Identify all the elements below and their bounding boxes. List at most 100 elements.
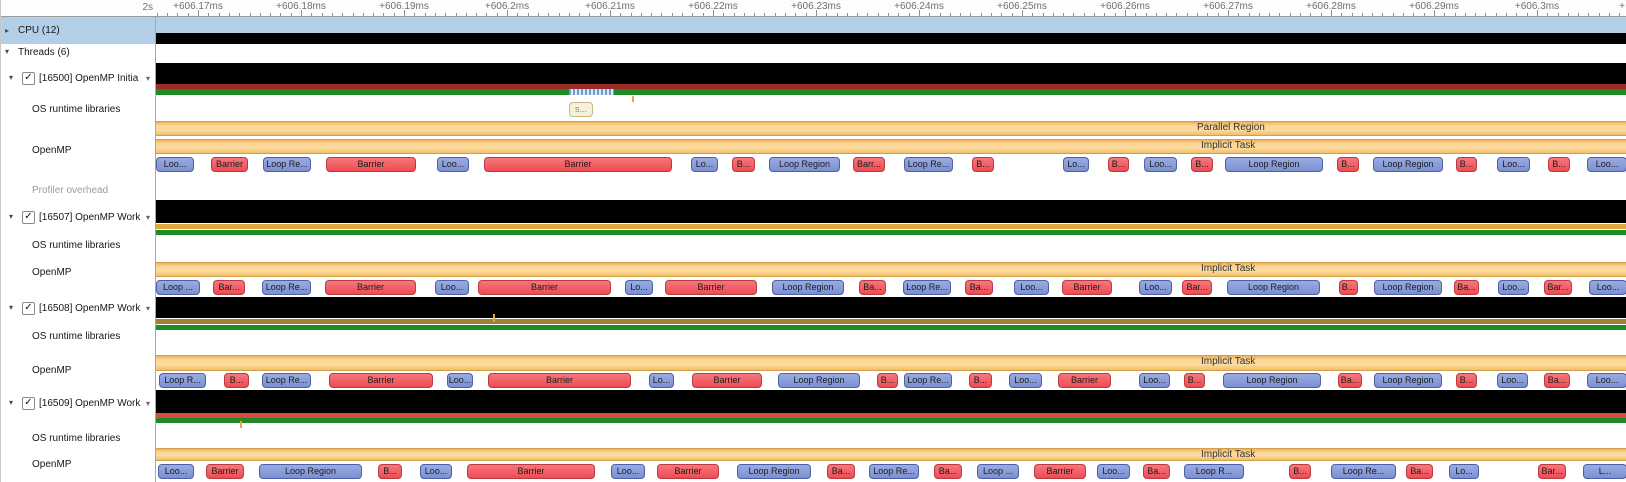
sidebar-row-profiler-overhead[interactable]: Profiler overhead bbox=[1, 182, 155, 198]
barrier-chip[interactable]: Barrier bbox=[211, 157, 248, 172]
barrier-chip[interactable]: Barrier bbox=[326, 157, 416, 172]
loop-region-chip[interactable]: Loo... bbox=[156, 157, 194, 172]
loop-region-chip[interactable]: L... bbox=[1583, 464, 1626, 479]
barrier-chip[interactable]: Ba... bbox=[1544, 373, 1570, 388]
barrier-chip[interactable]: Barrier bbox=[488, 373, 631, 388]
visibility-checkbox[interactable]: ✓ bbox=[22, 301, 35, 315]
loop-region-chip[interactable]: Loop Re... bbox=[262, 280, 311, 295]
visibility-checkbox[interactable]: ✓ bbox=[22, 71, 35, 85]
task-band[interactable] bbox=[156, 355, 1626, 371]
barrier-chip[interactable]: Bar... bbox=[213, 280, 245, 295]
expander-down-icon[interactable]: ▾ bbox=[9, 303, 14, 312]
loop-region-chip[interactable]: Loo... bbox=[1587, 373, 1626, 388]
loop-region-chip[interactable]: Loo... bbox=[1587, 157, 1626, 172]
loop-region-chip[interactable]: Loo... bbox=[1497, 373, 1528, 388]
expander-down-icon[interactable]: ▾ bbox=[9, 212, 14, 221]
barrier-chip[interactable]: Ba... bbox=[1454, 280, 1479, 295]
expander-down-icon[interactable]: ▾ bbox=[9, 398, 14, 407]
loop-region-chip[interactable]: Loop ... bbox=[977, 464, 1019, 479]
sidebar-row-16509-openmp-work[interactable]: ▾ ✓ [16509] OpenMP Work ▾ bbox=[1, 395, 155, 411]
loop-region-chip[interactable]: Lo... bbox=[649, 373, 674, 388]
loop-region-chip[interactable]: Loo... bbox=[1097, 464, 1130, 479]
barrier-chip[interactable]: B... bbox=[1337, 157, 1359, 172]
barrier-chip[interactable]: B... bbox=[1548, 157, 1570, 172]
chevron-down-icon[interactable]: ▾ bbox=[145, 303, 150, 313]
loop-region-chip[interactable]: Loo... bbox=[435, 280, 469, 295]
loop-region-chip[interactable]: Lo... bbox=[1449, 464, 1479, 479]
loop-region-chip[interactable]: Loop Re... bbox=[263, 157, 311, 172]
sidebar-row-openmp[interactable]: OpenMP bbox=[1, 142, 155, 158]
barrier-chip[interactable]: Ba... bbox=[1143, 464, 1170, 479]
os-runtime-chip[interactable]: s... bbox=[569, 102, 593, 117]
barrier-chip[interactable]: Ba... bbox=[965, 280, 993, 295]
barrier-chip[interactable]: B... bbox=[1191, 157, 1213, 172]
barrier-chip[interactable]: Barrier bbox=[665, 280, 757, 295]
loop-region-chip[interactable]: Loop Region bbox=[778, 373, 860, 388]
loop-region-chip[interactable]: Loop Re... bbox=[262, 373, 311, 388]
loop-region-chip[interactable]: Loo... bbox=[1009, 373, 1042, 388]
loop-region-chip[interactable]: Loop ... bbox=[156, 280, 200, 295]
barrier-chip[interactable]: Barrier bbox=[484, 157, 672, 172]
loop-region-chip[interactable]: Loop Re... bbox=[1331, 464, 1396, 479]
barrier-chip[interactable]: B... bbox=[969, 373, 992, 388]
expander-down-icon[interactable]: ▾ bbox=[5, 47, 10, 56]
loop-region-chip[interactable]: Loop Region bbox=[1225, 157, 1323, 172]
thread-activity-bar[interactable] bbox=[156, 390, 1626, 413]
sidebar-row-os-runtime-libraries[interactable]: OS runtime libraries bbox=[1, 101, 155, 117]
expander-down-icon[interactable]: ▾ bbox=[9, 73, 14, 82]
loop-region-chip[interactable]: Loo... bbox=[1497, 157, 1530, 172]
barrier-chip[interactable]: B... bbox=[732, 157, 755, 172]
sidebar-row-cpu-12[interactable]: ▸ CPU (12) bbox=[1, 17, 155, 44]
loop-region-chip[interactable]: Loop Re... bbox=[904, 373, 952, 388]
barrier-chip[interactable]: Barrier bbox=[325, 280, 416, 295]
loop-region-chip[interactable]: Lo... bbox=[691, 157, 718, 172]
loop-region-chip[interactable]: Loo... bbox=[611, 464, 645, 479]
loop-region-chip[interactable]: Loop R... bbox=[159, 373, 206, 388]
barrier-chip[interactable]: Ba... bbox=[1338, 373, 1362, 388]
sidebar-row-16508-openmp-work[interactable]: ▾ ✓ [16508] OpenMP Work ▾ bbox=[1, 300, 155, 316]
visibility-checkbox[interactable]: ✓ bbox=[22, 396, 35, 410]
barrier-chip[interactable]: B... bbox=[1456, 373, 1477, 388]
barrier-chip[interactable]: Barrier bbox=[206, 464, 244, 479]
sidebar-row-16500-openmp-initia[interactable]: ▾ ✓ [16500] OpenMP Initia ▾ bbox=[1, 70, 155, 86]
barrier-chip[interactable]: B... bbox=[1289, 464, 1311, 479]
barrier-chip[interactable]: Barrier bbox=[467, 464, 595, 479]
chevron-down-icon[interactable]: ▾ bbox=[145, 212, 150, 222]
task-band[interactable] bbox=[156, 139, 1626, 154]
sidebar-row-os-runtime-libraries[interactable]: OS runtime libraries bbox=[1, 328, 155, 344]
barrier-chip[interactable]: B... bbox=[972, 157, 994, 172]
sidebar-row-os-runtime-libraries[interactable]: OS runtime libraries bbox=[1, 430, 155, 446]
thread-activity-bar[interactable] bbox=[156, 33, 1626, 44]
visibility-checkbox[interactable]: ✓ bbox=[22, 210, 35, 224]
loop-region-chip[interactable]: Loo... bbox=[1589, 280, 1626, 295]
sidebar-row-threads-6[interactable]: ▾ Threads (6) bbox=[1, 44, 155, 60]
barrier-chip[interactable]: Ba... bbox=[1406, 464, 1433, 479]
loop-region-chip[interactable]: Loo... bbox=[1014, 280, 1049, 295]
loop-region-chip[interactable]: Loop Re... bbox=[903, 280, 951, 295]
task-band[interactable] bbox=[156, 448, 1626, 461]
loop-region-chip[interactable]: Lo... bbox=[1063, 157, 1089, 172]
timeline-ruler[interactable]: 2s +606.17ms +606.18ms +606.19ms +606.2ms +6… bbox=[1, 0, 1626, 17]
barrier-chip[interactable]: Barrier bbox=[1034, 464, 1086, 479]
loop-region-chip[interactable]: Loop Region bbox=[1223, 373, 1321, 388]
selected-range-segment[interactable] bbox=[569, 89, 614, 95]
barrier-chip[interactable]: Ba... bbox=[859, 280, 886, 295]
sidebar-row-16507-openmp-work[interactable]: ▾ ✓ [16507] OpenMP Work ▾ bbox=[1, 209, 155, 225]
loop-region-chip[interactable]: Loo... bbox=[1139, 373, 1170, 388]
loop-region-chip[interactable]: Loop Region bbox=[1374, 280, 1442, 295]
task-band[interactable] bbox=[156, 262, 1626, 277]
loop-region-chip[interactable]: Loo... bbox=[158, 464, 194, 479]
loop-region-chip[interactable]: Loop Region bbox=[769, 157, 840, 172]
barrier-chip[interactable]: B... bbox=[224, 373, 249, 388]
barrier-chip[interactable]: Barrier bbox=[478, 280, 611, 295]
barrier-chip[interactable]: Barr... bbox=[853, 157, 885, 172]
task-band[interactable] bbox=[156, 121, 1626, 136]
loop-region-chip[interactable]: Loop Region bbox=[1227, 280, 1320, 295]
barrier-chip[interactable]: Ba... bbox=[934, 464, 962, 479]
loop-region-chip[interactable]: Loop Region bbox=[772, 280, 844, 295]
loop-region-chip[interactable]: Loo... bbox=[420, 464, 452, 479]
thread-activity-bar[interactable] bbox=[156, 297, 1626, 318]
loop-region-chip[interactable]: Loop Region bbox=[1373, 157, 1443, 172]
barrier-chip[interactable]: Barrier bbox=[329, 373, 433, 388]
loop-region-chip[interactable]: Loop R... bbox=[1184, 464, 1244, 479]
